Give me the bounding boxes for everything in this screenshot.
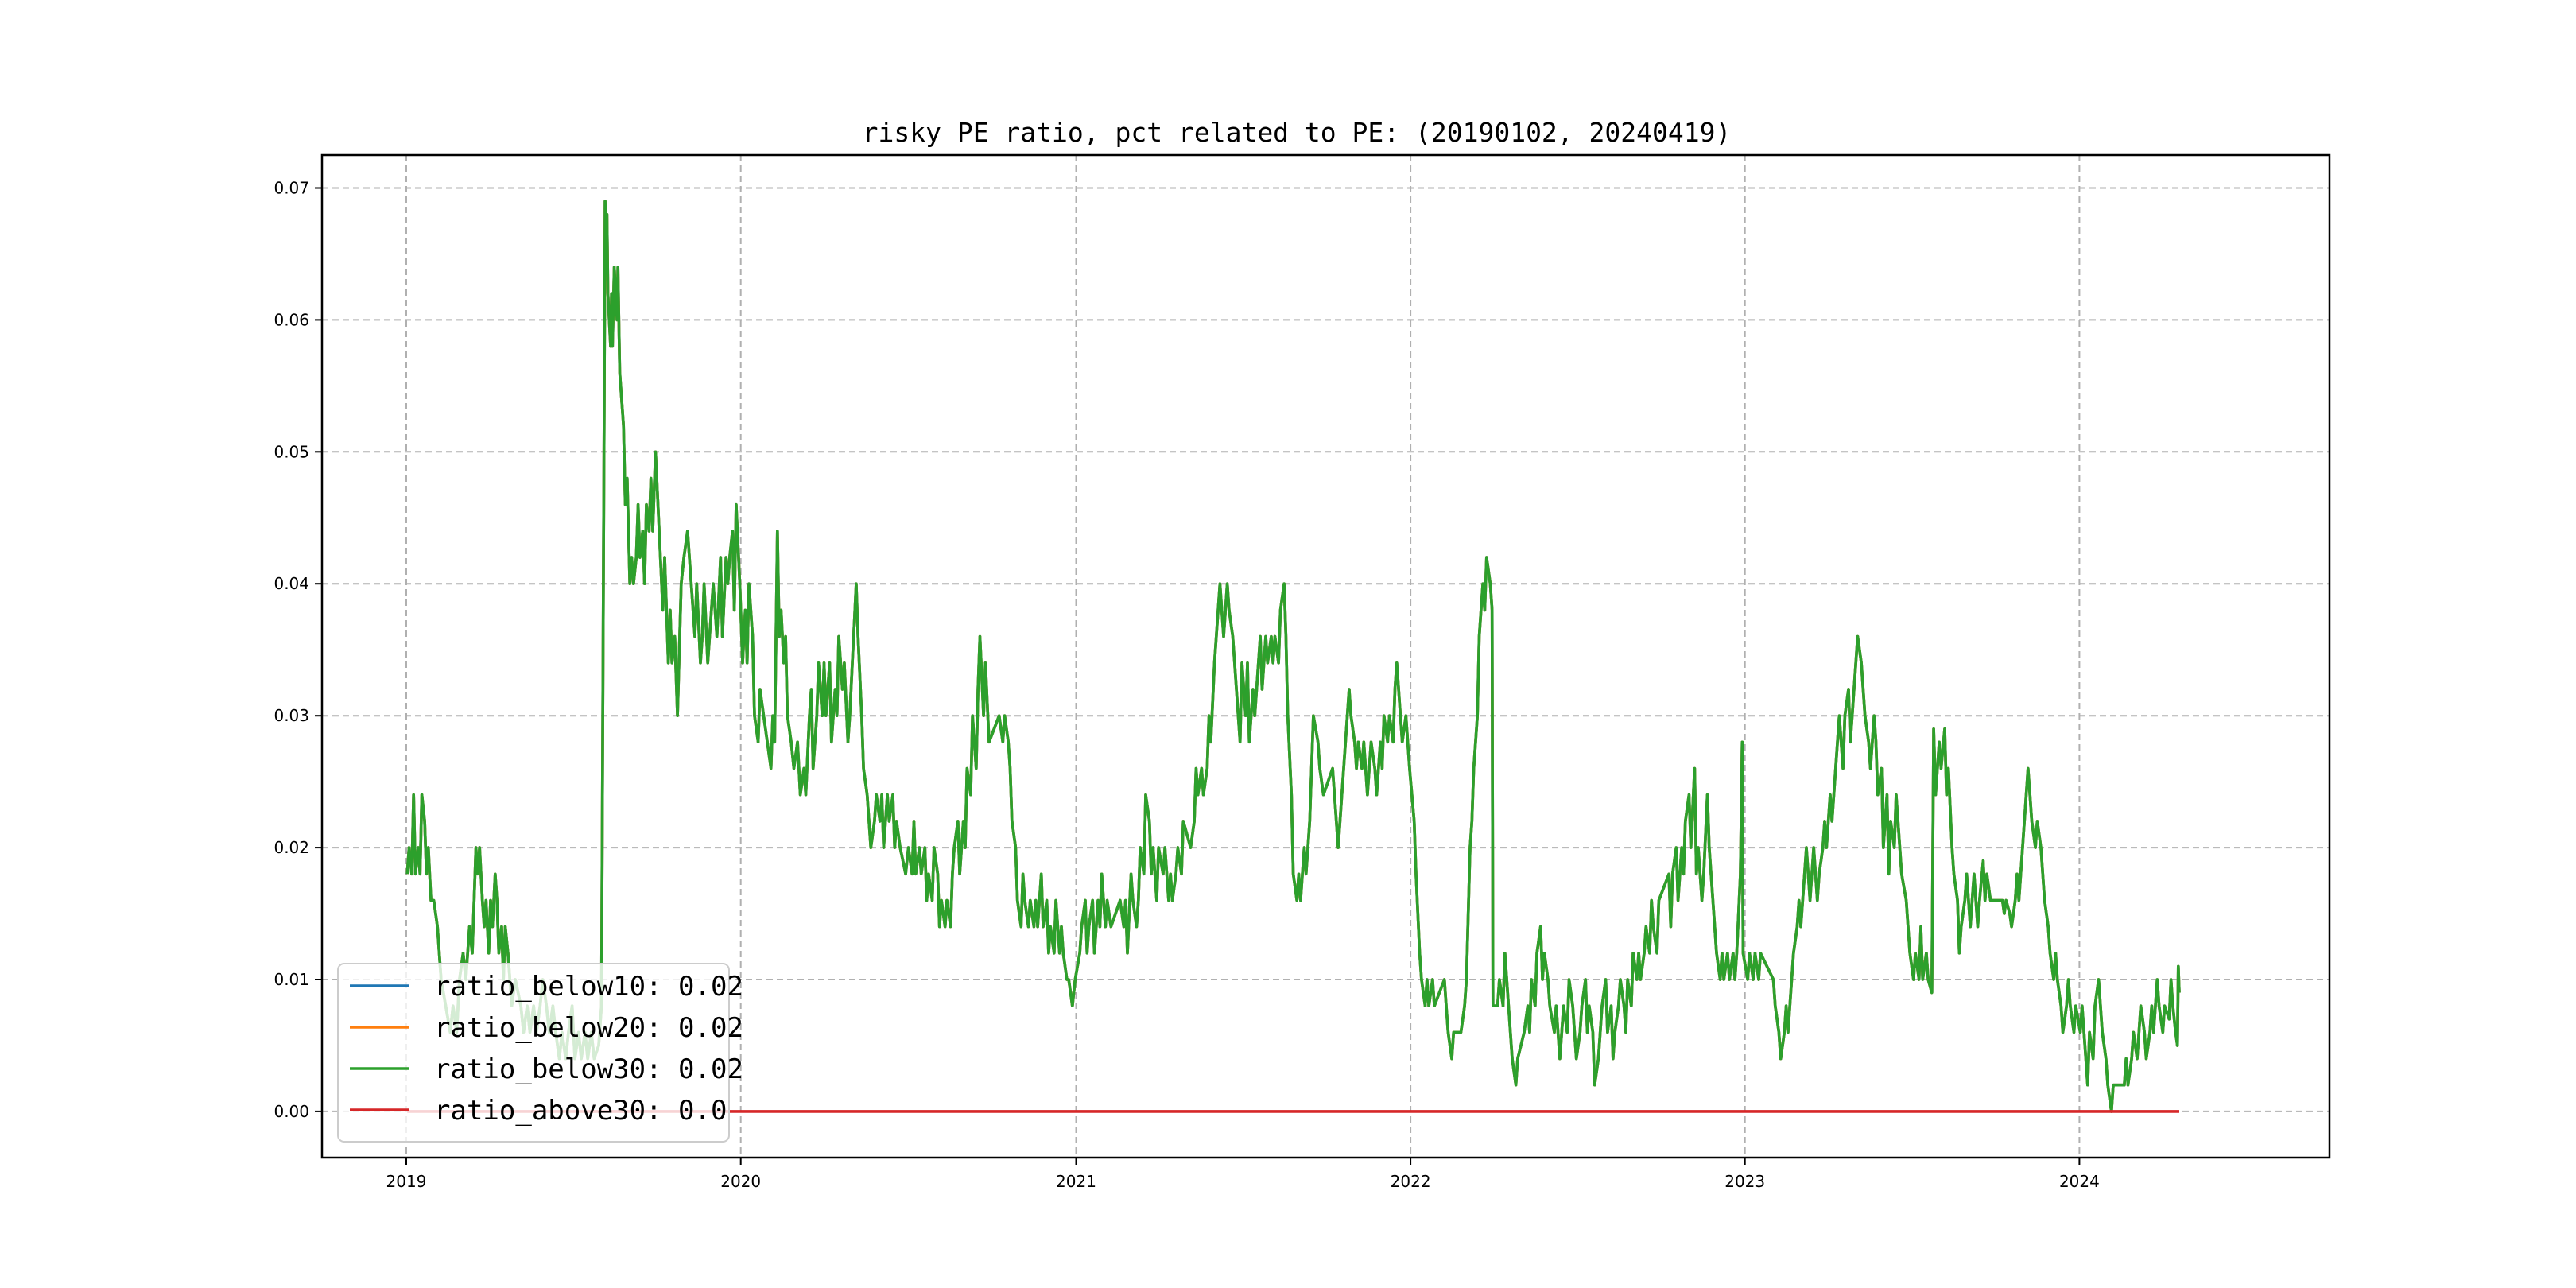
- x-axis: 2019 2020 2021 2022 2023 2024: [386, 1158, 2100, 1191]
- y-tick-label: 0.04: [274, 574, 309, 593]
- x-tick-label: 2022: [1391, 1172, 1431, 1191]
- x-tick-label: 2019: [386, 1172, 427, 1191]
- x-tick-label: 2020: [720, 1172, 761, 1191]
- legend-box: [337, 963, 730, 1143]
- x-tick-label: 2024: [2059, 1172, 2100, 1191]
- y-axis: 0.00 0.01 0.02 0.03 0.04 0.05 0.06 0.07: [274, 179, 322, 1121]
- y-tick-label: 0.06: [274, 310, 309, 329]
- plot-frame: [320, 153, 2331, 1159]
- y-tick-label: 0.00: [274, 1102, 309, 1121]
- y-tick-label: 0.07: [274, 179, 309, 198]
- legend: ratio_below10: 0.02 ratio_below20: 0.02 ra…: [337, 963, 743, 1143]
- x-gridlines: [405, 155, 2081, 1158]
- y-tick-label: 0.05: [274, 442, 309, 461]
- legend-label: ratio_below30: 0.02: [434, 1053, 743, 1085]
- series-line: [405, 200, 2181, 1113]
- y-tick-label: 0.02: [274, 838, 309, 857]
- y-tick-label: 0.01: [274, 970, 309, 989]
- legend-label: ratio_above30: 0.0: [434, 1095, 727, 1127]
- series-lines: [405, 200, 2181, 1113]
- y-tick-label: 0.03: [274, 706, 309, 725]
- x-tick-label: 2021: [1056, 1172, 1096, 1191]
- legend-label: ratio_below20: 0.02: [434, 1012, 743, 1044]
- legend-label: ratio_below10: 0.02: [434, 971, 743, 1003]
- x-tick-label: 2023: [1724, 1172, 1765, 1191]
- chart-title: risky PE ratio, pct related to PE: (2019…: [863, 117, 1732, 148]
